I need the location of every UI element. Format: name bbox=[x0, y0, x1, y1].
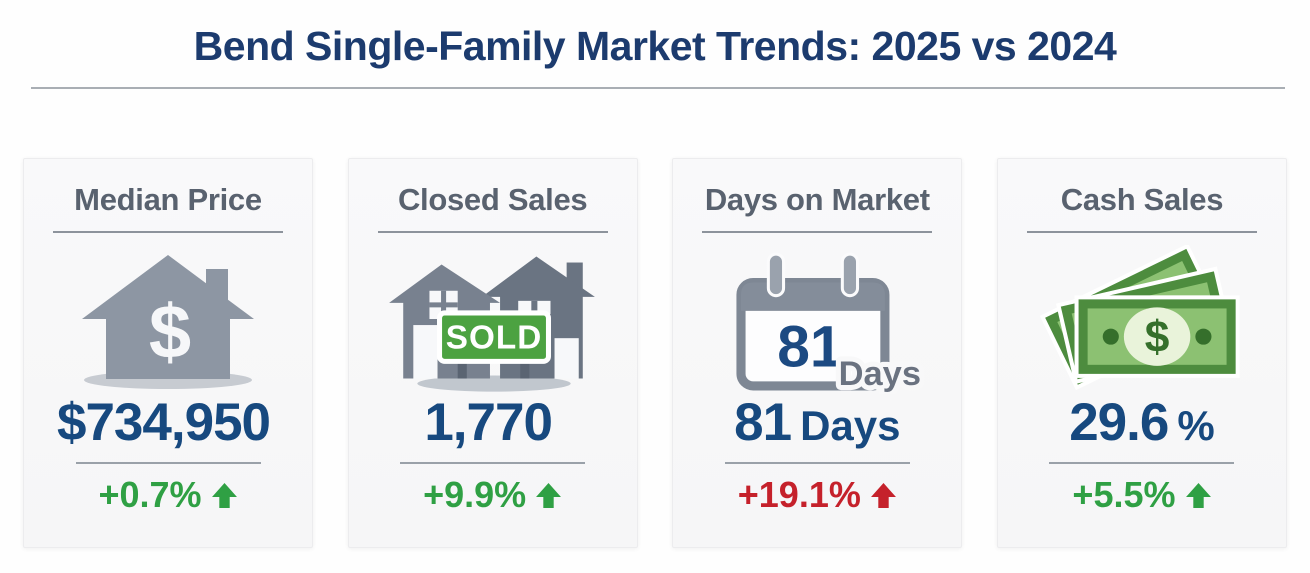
page-title: Bend Single-Family Market Trends: 2025 v… bbox=[193, 23, 1117, 69]
change-value: +19.1% bbox=[737, 474, 861, 515]
calendar-days-label: Days bbox=[839, 355, 921, 393]
card-title: Days on Market bbox=[704, 182, 930, 217]
calendar-number: 81 bbox=[778, 315, 843, 380]
metric-value: 1,770 bbox=[424, 393, 553, 452]
metric-value: 81 Days bbox=[734, 393, 901, 452]
metric-value: $734,950 bbox=[56, 393, 271, 452]
metric-value: 29.6 % bbox=[1069, 393, 1215, 452]
card-closed-sales: Closed Sales SOL bbox=[347, 158, 638, 548]
change-value: +9.9% bbox=[423, 474, 527, 515]
up-arrow-icon bbox=[1185, 482, 1212, 509]
card-title: Closed Sales bbox=[397, 182, 588, 217]
card-title: Median Price bbox=[74, 182, 262, 217]
change-indicator: +0.7% bbox=[98, 474, 237, 516]
change-value: +0.7% bbox=[98, 474, 202, 515]
card-title: Cash Sales bbox=[1060, 182, 1224, 217]
cash-bills-icon: $ bbox=[1031, 244, 1253, 392]
sold-houses-icon: SOLD bbox=[377, 244, 609, 392]
card-cash-sales: Cash Sales $ bbox=[996, 158, 1287, 548]
card-title-divider bbox=[53, 231, 283, 233]
kpi-cards-row: Median Price $ $734,950 +0.7% Closed Sal… bbox=[23, 158, 1287, 548]
house-dollar-icon: $ bbox=[58, 244, 278, 392]
value-divider bbox=[1049, 462, 1235, 464]
header: Bend Single-Family Market Trends: 2025 v… bbox=[0, 0, 1310, 89]
header-divider bbox=[31, 87, 1285, 89]
up-arrow-icon bbox=[211, 482, 238, 509]
change-indicator: +19.1% bbox=[738, 474, 897, 516]
value-divider bbox=[724, 462, 910, 464]
change-indicator: +5.5% bbox=[1072, 474, 1211, 516]
card-title-divider bbox=[702, 231, 933, 233]
value-divider bbox=[75, 462, 261, 464]
card-title-divider bbox=[1026, 231, 1257, 233]
card-median-price: Median Price $ $734,950 +0.7% bbox=[23, 158, 313, 548]
sold-sign-label: SOLD bbox=[445, 319, 541, 356]
card-title-divider bbox=[377, 231, 608, 233]
change-value: +5.5% bbox=[1072, 474, 1176, 515]
up-arrow-icon bbox=[870, 482, 897, 509]
value-divider bbox=[400, 462, 586, 464]
up-arrow-icon bbox=[535, 482, 562, 509]
bill-dollar-glyph: $ bbox=[1145, 313, 1170, 362]
card-days-on-market: Days on Market 81 Days 81 Days +19.1% bbox=[672, 158, 963, 548]
change-indicator: +9.9% bbox=[423, 474, 562, 516]
calendar-icon: 81 Days bbox=[710, 244, 924, 394]
house-dollar-glyph: $ bbox=[149, 290, 191, 375]
